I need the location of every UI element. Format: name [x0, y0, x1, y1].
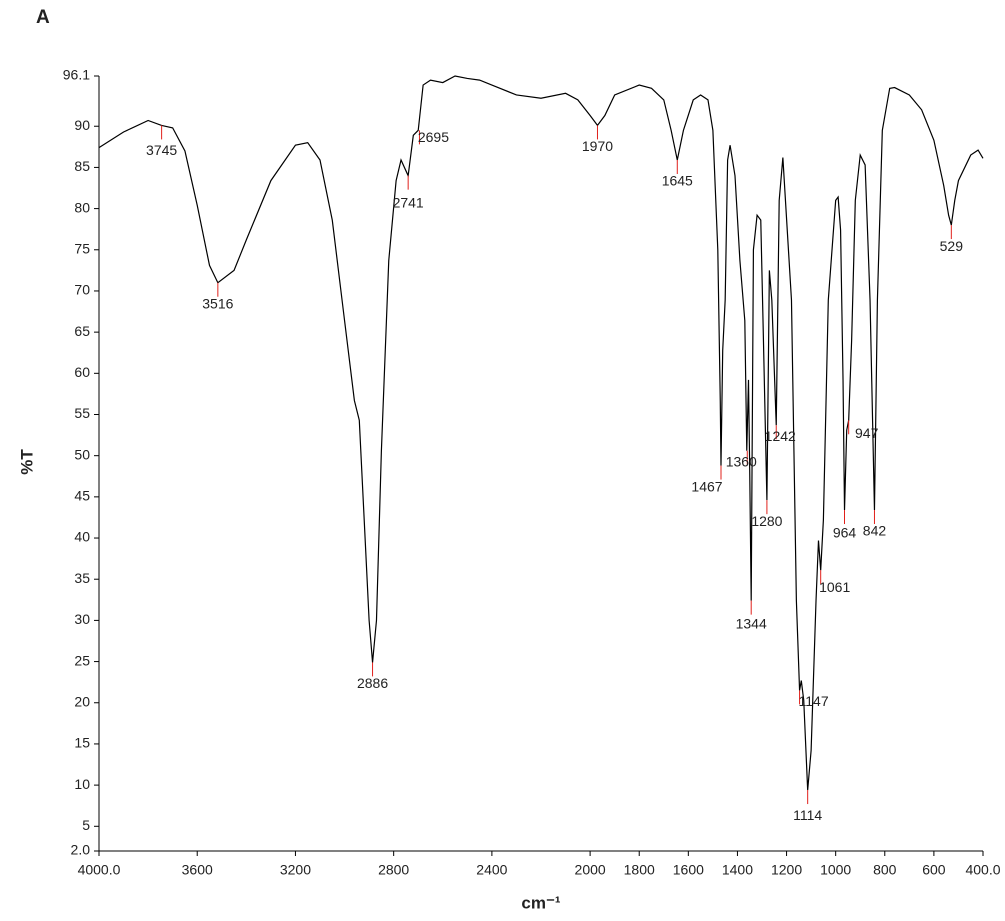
peak-label: 964 — [833, 525, 857, 541]
x-tick-label: 3600 — [182, 862, 213, 878]
peak-label: 1280 — [751, 513, 782, 529]
y-axis-title: %T — [17, 449, 36, 475]
peak-label: 2741 — [393, 194, 424, 210]
y-tick-label: 65 — [74, 323, 90, 339]
x-tick-label: 3200 — [280, 862, 311, 878]
peak-label: 2886 — [357, 675, 388, 691]
peak-label: 3516 — [202, 295, 233, 311]
peak-label: 1344 — [736, 615, 767, 631]
y-tick-label: 15 — [74, 735, 90, 751]
y-tick-label: 55 — [74, 405, 90, 421]
peak-label: 1467 — [691, 478, 722, 494]
peak-label: 3745 — [146, 142, 177, 158]
x-tick-label: 1600 — [673, 862, 704, 878]
y-tick-label: 80 — [74, 199, 90, 215]
x-tick-label: 600 — [922, 862, 946, 878]
peak-label: 1360 — [726, 453, 757, 469]
peak-label: 529 — [940, 238, 964, 254]
y-tick-label: 35 — [74, 570, 90, 586]
peak-label: 1147 — [799, 693, 829, 709]
y-tick-label: 20 — [74, 693, 90, 709]
x-axis-title: cm⁻¹ — [521, 893, 561, 912]
y-tick-label: 60 — [74, 364, 90, 380]
y-tick-label: 30 — [74, 611, 90, 627]
peak-label: 842 — [863, 523, 887, 539]
y-tick-label: 90 — [74, 117, 90, 133]
x-tick-label: 2800 — [378, 862, 409, 878]
peak-label: 1061 — [819, 579, 850, 595]
y-tick-label: 85 — [74, 158, 90, 174]
y-tick-label: 70 — [74, 282, 90, 298]
peak-label: 1114 — [793, 807, 822, 823]
x-tick-label: 800 — [873, 862, 897, 878]
x-tick-label: 400.0 — [965, 862, 1000, 878]
peak-label: 1242 — [765, 428, 796, 444]
panel-label: A — [36, 7, 50, 28]
x-tick-label: 1800 — [624, 862, 655, 878]
y-tick-label: 75 — [74, 240, 90, 256]
y-tick-label: 45 — [74, 488, 90, 504]
y-tick-label: 40 — [74, 529, 90, 545]
x-tick-label: 1000 — [820, 862, 851, 878]
y-tick-label: 25 — [74, 652, 90, 668]
y-tick-label: 10 — [74, 776, 90, 792]
y-tick-label: 5 — [82, 817, 90, 833]
x-tick-label: 1400 — [722, 862, 753, 878]
peak-label: 1645 — [662, 173, 693, 189]
spectrum-line — [98, 75, 984, 791]
x-tick-label: 4000.0 — [78, 862, 121, 878]
y-tick-label: 2.0 — [71, 842, 91, 858]
x-tick-label: 1200 — [771, 862, 802, 878]
y-tick-label: 50 — [74, 446, 90, 462]
peak-label: 947 — [855, 425, 879, 441]
peak-label: 1970 — [582, 138, 613, 154]
x-tick-label: 2400 — [476, 862, 507, 878]
x-tick-label: 2000 — [575, 862, 606, 878]
peak-label: 2695 — [418, 129, 449, 145]
y-tick-label: 96.1 — [63, 67, 90, 83]
